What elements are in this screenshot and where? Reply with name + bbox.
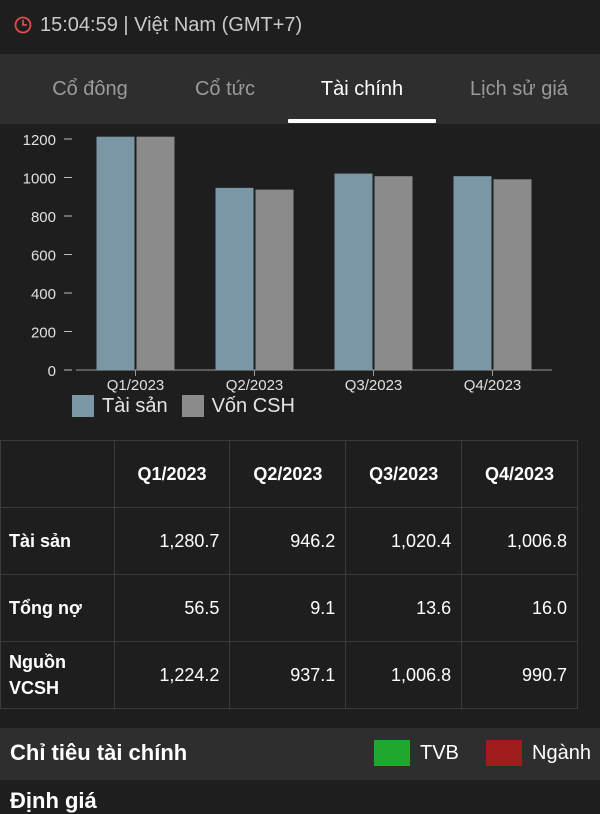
market-time-text: 15:04:59 | Việt Nam (GMT+7) xyxy=(40,14,303,36)
valuation-section-title: Định giá xyxy=(10,788,97,813)
y-tick-label: 600 xyxy=(31,248,56,265)
table-cell: 9.1 xyxy=(229,574,347,642)
legend-item-assets: Tài sản xyxy=(72,395,168,418)
table-cell: 946.2 xyxy=(229,507,347,575)
bar-equity xyxy=(136,136,175,370)
table-row: Tài sản 1,280.7 946.2 1,020.4 1,006.8 xyxy=(0,507,578,575)
table-header-row: Q1/2023 Q2/2023 Q3/2023 Q4/2023 xyxy=(0,440,578,508)
tab-price-history[interactable]: Lịch sử giá xyxy=(470,78,568,100)
finance-chart: 0 200 400 600 800 1000 1200 Q1/2023 Q2/2023 Q3/20… xyxy=(0,124,600,424)
legend-item-equity: Vốn CSH xyxy=(181,394,295,418)
legend-swatch-equity xyxy=(181,395,204,417)
row-label-debt: Tổng nợ xyxy=(0,574,115,642)
tab-shareholders[interactable]: Cổ đông xyxy=(52,78,128,100)
bar-assets xyxy=(96,136,135,370)
table-cell: 1,280.7 xyxy=(113,507,231,575)
table-cell: 990.7 xyxy=(461,641,578,709)
table-header-q1: Q1/2023 xyxy=(113,440,231,508)
y-tick-label: 400 xyxy=(31,286,56,303)
section-title: Chỉ tiêu tài chính xyxy=(10,740,188,765)
table-cell: 1,006.8 xyxy=(461,507,578,575)
bar-assets xyxy=(453,176,492,370)
y-tick-label: 0 xyxy=(48,363,56,380)
bar-equity xyxy=(493,179,532,370)
finance-bar-chart: 0 200 400 600 800 1000 1200 Q1/2023 Q2/2023 Q3/20… xyxy=(23,132,552,394)
table-header-q2: Q2/2023 xyxy=(229,440,347,508)
key-label-tvb: TVB xyxy=(420,742,459,764)
finance-table: Q1/2023 Q2/2023 Q3/2023 Q4/2023 Tài sản … xyxy=(0,440,578,709)
y-tick-label: 1200 xyxy=(23,132,56,149)
table-cell: 13.6 xyxy=(345,574,463,642)
active-tab-indicator xyxy=(288,119,436,123)
table-cell: 16.0 xyxy=(461,574,578,642)
bar-equity xyxy=(255,189,294,370)
x-tick-label: Q1/2023 xyxy=(107,377,165,394)
y-tick-label: 1000 xyxy=(23,171,56,188)
legend-label-assets: Tài sản xyxy=(102,394,168,417)
legend-swatch-assets xyxy=(72,395,94,417)
bar-assets xyxy=(215,187,254,370)
table-cell: 937.1 xyxy=(229,641,347,709)
bar-equity xyxy=(374,176,413,370)
x-tick-label: Q4/2023 xyxy=(464,377,522,394)
bar-assets xyxy=(334,173,373,370)
tab-finance[interactable]: Tài chính xyxy=(320,78,404,100)
key-label-industry: Ngành xyxy=(532,742,591,764)
market-time-row: 15:04:59 | Việt Nam (GMT+7) xyxy=(0,0,600,54)
key-swatch-tvb xyxy=(374,740,410,766)
x-tick-label: Q3/2023 xyxy=(345,377,403,394)
legend-label-equity: Vốn CSH xyxy=(211,394,295,417)
y-tick-label: 800 xyxy=(31,209,56,226)
y-tick-label: 200 xyxy=(31,325,56,342)
table-cell: 1,224.2 xyxy=(113,641,231,709)
x-tick-label: Q2/2023 xyxy=(226,377,284,394)
tab-dividends[interactable]: Cổ tức xyxy=(194,78,256,100)
table-cell: 56.5 xyxy=(113,574,231,642)
row-label-assets: Tài sản xyxy=(0,507,115,575)
tab-bar: Cổ đông Cổ tức Tài chính Lịch sử giá xyxy=(0,54,600,124)
table-header-q4: Q4/2023 xyxy=(461,440,578,508)
table-cell: 1,006.8 xyxy=(345,641,463,709)
clock-icon xyxy=(14,16,32,34)
row-label-equity: Nguồn VCSH xyxy=(0,641,115,709)
table-row: Tổng nợ 56.5 9.1 13.6 16.0 xyxy=(0,574,578,642)
table-cell: 1,020.4 xyxy=(345,507,463,575)
financial-indicators-header: Chỉ tiêu tài chính TVB Ngành xyxy=(0,728,600,780)
chart-legend: Tài sản Vốn CSH xyxy=(72,394,309,418)
table-header-empty xyxy=(0,440,115,508)
table-row: Nguồn VCSH 1,224.2 937.1 1,006.8 990.7 xyxy=(0,641,578,709)
table-header-q3: Q3/2023 xyxy=(345,440,463,508)
key-swatch-industry xyxy=(486,740,522,766)
